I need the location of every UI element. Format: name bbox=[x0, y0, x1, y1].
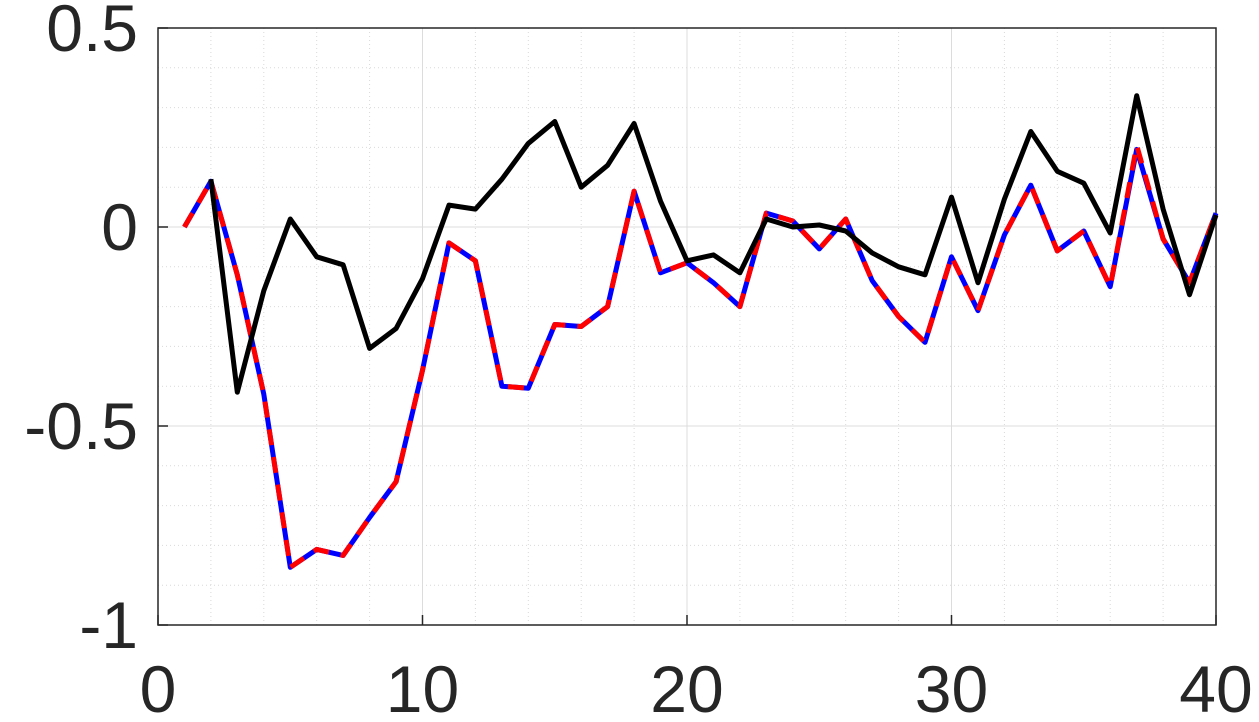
y-tick-label: 0.5 bbox=[46, 0, 138, 65]
x-tick-label: 0 bbox=[140, 652, 177, 722]
tick-labels: 0 10 20 30 40 -1 -0.5 0 0.5 bbox=[24, 0, 1252, 722]
series-line-2 bbox=[182, 142, 1219, 570]
series-line-1 bbox=[182, 146, 1219, 570]
series-line-3 bbox=[208, 93, 1219, 395]
y-tick-label: 0 bbox=[101, 190, 138, 264]
x-tick-label: 40 bbox=[1179, 652, 1252, 722]
x-tick-label: 20 bbox=[650, 652, 723, 722]
grid bbox=[157, 27, 1217, 626]
y-tick-label: -1 bbox=[79, 588, 138, 662]
series-layer bbox=[182, 93, 1219, 570]
y-tick-label: -0.5 bbox=[24, 389, 138, 463]
x-tick-label: 10 bbox=[386, 652, 459, 722]
x-tick-label: 30 bbox=[915, 652, 988, 722]
